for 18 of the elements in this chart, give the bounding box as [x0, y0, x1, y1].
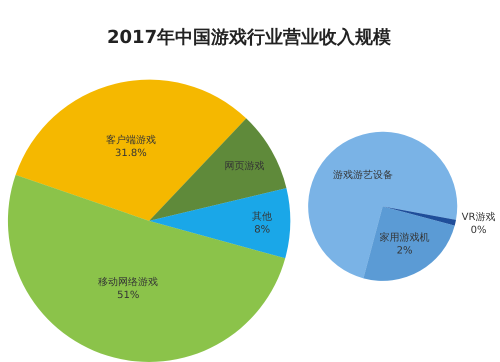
data-label: 2%	[396, 246, 412, 257]
pie-slice	[308, 132, 458, 278]
data-label: 0%	[470, 224, 486, 236]
slice-label: 网页游戏	[224, 160, 264, 172]
pie-slice	[363, 206, 455, 281]
data-label: 51%	[117, 290, 140, 301]
data-label: 31.8%	[114, 148, 147, 159]
chart-title: 2017年中国游戏行业营业收入规模	[107, 27, 392, 48]
pie-slice	[8, 174, 286, 362]
data-label: 8%	[254, 224, 270, 236]
pie-slice	[382, 206, 456, 226]
slice-label: 客户端游戏	[106, 134, 156, 146]
slice-label: VR游戏	[462, 210, 496, 223]
pie-slice	[149, 188, 290, 258]
slice-label: 家用游戏机	[380, 232, 430, 244]
slice-label: 移动网络游戏	[98, 276, 158, 288]
slice-label: 游戏游艺设备	[332, 168, 393, 181]
slice-label: 其他	[252, 210, 272, 222]
